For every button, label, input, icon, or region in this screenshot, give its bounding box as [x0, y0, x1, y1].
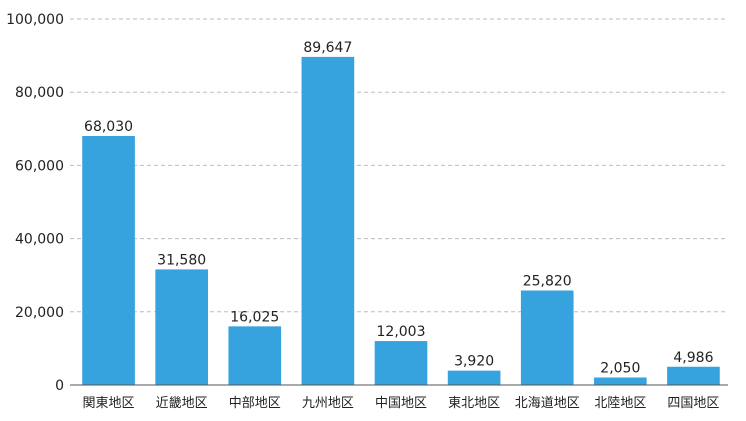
bar — [82, 136, 135, 385]
data-label: 16,025 — [230, 309, 279, 325]
data-labels: 68,030 31,580 16,025 89,647 12,003 3,920 25,82… — [84, 40, 714, 377]
y-tick-label: 80,000 — [15, 85, 64, 101]
bar — [520, 290, 574, 385]
x-tick-label: 九州地区 — [302, 396, 354, 411]
y-tick-label: 100,000 — [6, 12, 64, 28]
bar — [447, 370, 501, 385]
data-label: 3,920 — [454, 354, 494, 370]
bar — [374, 341, 428, 385]
bar — [667, 366, 720, 385]
data-label: 68,030 — [84, 119, 133, 135]
data-label: 25,820 — [523, 273, 572, 289]
y-tick-label: 0 — [55, 378, 64, 394]
data-label: 31,580 — [157, 252, 206, 268]
bar — [301, 56, 355, 386]
bar — [155, 269, 208, 385]
x-tick-label: 近畿地区 — [156, 396, 208, 411]
x-tick-label: 東北地区 — [448, 395, 500, 411]
axes: 0 20,000 40,000 60,000 80,000 100,000 関東地区 近畿地区… — [6, 12, 728, 411]
bar — [228, 326, 282, 385]
gridlines — [70, 18, 728, 313]
x-tick-label: 北海道地区 — [515, 396, 580, 411]
data-label: 12,003 — [377, 324, 426, 340]
bar — [594, 377, 647, 385]
data-label: 4,986 — [673, 350, 713, 366]
y-tick-label: 20,000 — [15, 305, 64, 321]
x-tick-label: 中部地区 — [229, 396, 281, 411]
y-tick-label: 40,000 — [15, 232, 64, 248]
x-tick-label: 関東地区 — [83, 395, 135, 411]
x-tick-label: 四国地区 — [667, 396, 719, 411]
x-tick-label: 中国地区 — [375, 396, 427, 411]
x-tick-label: 北陸地区 — [594, 395, 646, 411]
data-label: 2,050 — [600, 360, 640, 376]
y-tick-label: 60,000 — [15, 158, 64, 174]
data-label: 89,647 — [303, 40, 352, 56]
bars — [82, 56, 720, 386]
